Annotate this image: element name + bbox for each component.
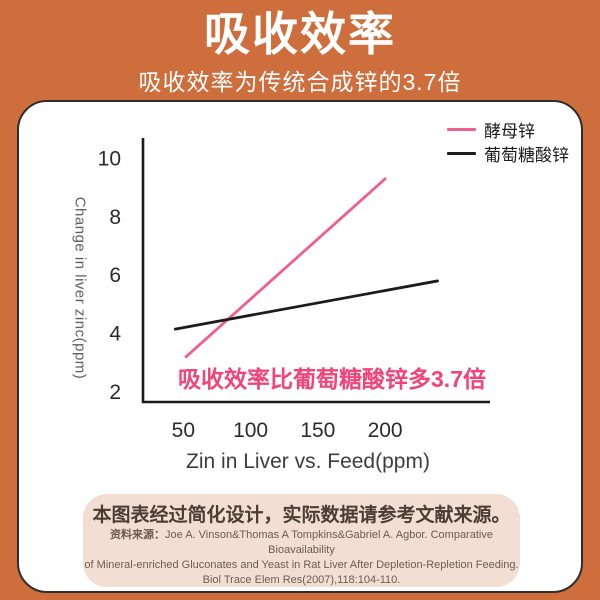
citation-line-1: 资料来源：Joe A. Vinson&Thomas A Tompkins&Gab… [83,528,520,558]
chart-legend: 酵母锌 葡萄糖酸锌 [447,117,569,165]
header: 吸收效率 吸收效率为传统合成锌的3.7倍 [0,0,600,97]
citation-line-3: Biol Trace Elem Res(2007),118:104-110. [202,574,401,586]
page-title: 吸收效率 [204,8,396,60]
x-axis-label: Zin in Liver vs. Feed(ppm) [186,450,430,473]
legend-item-yeast-zinc: 酵母锌 [447,117,569,141]
footnote-main-text: 本图表经过简化设计，实际数据请参考文献来源。 [92,505,511,526]
legend-label: 酵母锌 [484,121,535,141]
citation-source-label: 资料来源： [110,529,166,541]
citation-text: Joe A. Vinson&Thomas A Tompkins&Gabriel … [165,529,493,556]
legend-label: 葡萄糖酸锌 [484,145,569,165]
page-subtitle: 吸收效率为传统合成锌的3.7倍 [138,68,462,95]
gluconate-zinc-line-swatch [447,151,476,155]
yeast-zinc-line-swatch [447,127,476,131]
citation-line-2: of Mineral-enriched Gluconates and Yeast… [84,559,519,571]
chart-annotation: 吸收效率比葡萄糖酸锌多3.7倍 [178,366,486,392]
y-axis-label: Change in liver zinc(ppm) [71,196,89,380]
footnote-box: 本图表经过简化设计，实际数据请参考文献来源。 资料来源：Joe A. Vinso… [83,494,520,587]
legend-item-gluconate-zinc: 葡萄糖酸锌 [447,141,569,165]
